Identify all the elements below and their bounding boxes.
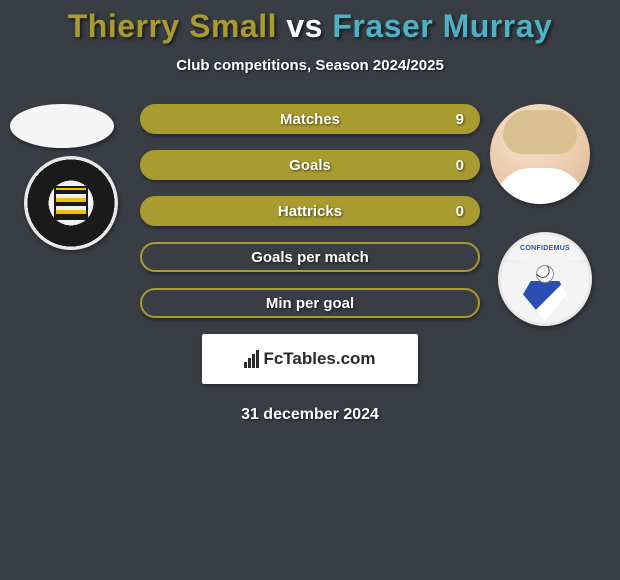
stat-bar-label: Goals per match [251,249,369,266]
player2-club-badge: CONFIDEMUS [498,232,592,326]
stat-bar-value: 0 [456,157,464,174]
stat-bar: Min per goal [140,288,480,318]
infographic-date: 31 december 2024 [0,406,620,424]
infographic-root: Thierry Small vs Fraser Murray Club comp… [0,0,620,424]
watermark-text: FcTables.com [263,349,375,369]
stat-bar-value: 9 [456,111,464,128]
player1-avatar [10,104,114,148]
stat-bar: Matches 9 [140,104,480,134]
stat-bar: Hattricks 0 [140,196,480,226]
player2-name: Fraser Murray [332,8,552,44]
club-right-ball-icon [536,265,554,283]
stat-bar-value: 0 [456,203,464,220]
content-area: CONFIDEMUS Matches9Goals0Hattricks0Goals… [0,104,620,424]
title-vs: vs [286,8,323,44]
stat-bar-label: Matches [280,111,340,128]
stat-bars: Matches 9 Goals 0 Hattricks 0 Goals per match M… [140,104,480,318]
player1-club-badge [24,156,118,250]
stat-bar: Goals 0 [140,150,480,180]
bar-chart-icon [244,350,259,368]
stat-bar-label: Min per goal [266,295,354,312]
subtitle: Club competitions, Season 2024/2025 [0,57,620,74]
club-right-motto: CONFIDEMUS [501,245,589,252]
player2-avatar [490,104,590,204]
watermark-badge: FcTables.com [202,334,418,384]
player1-name: Thierry Small [68,8,277,44]
stat-bar: Goals per match [140,242,480,272]
stat-bar-label: Hattricks [278,203,342,220]
comparison-title: Thierry Small vs Fraser Murray [0,8,620,45]
stat-bar-label: Goals [289,157,331,174]
